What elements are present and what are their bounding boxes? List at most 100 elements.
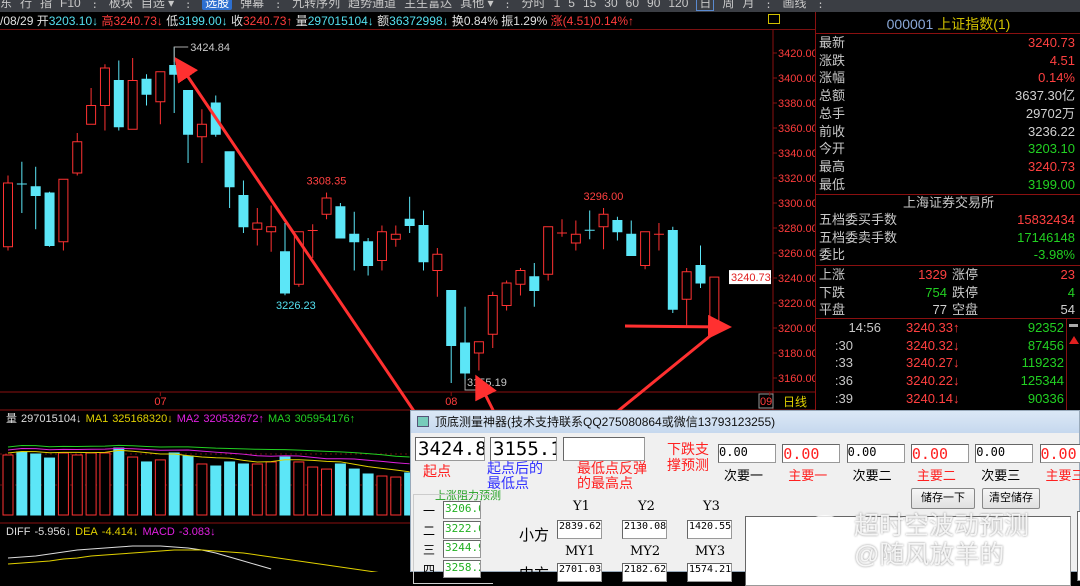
toolbar-item[interactable]: ⋮ bbox=[272, 0, 284, 10]
toolbar-item[interactable]: F10 bbox=[60, 0, 81, 10]
candle-body bbox=[364, 242, 373, 266]
volume-bar bbox=[225, 462, 235, 515]
toolbar-item[interactable]: 1 bbox=[554, 0, 561, 10]
candle-body bbox=[225, 152, 234, 187]
toolbar-item[interactable]: ⋮ bbox=[814, 0, 826, 10]
toolbar-item[interactable]: 5 bbox=[568, 0, 575, 10]
toolbar-item[interactable]: 120 bbox=[668, 0, 688, 10]
tick-time: :39 bbox=[835, 390, 853, 408]
quote-value: 3240.73 bbox=[1028, 158, 1075, 176]
resistance-input-1[interactable]: 3206.65 bbox=[443, 501, 481, 519]
toolbar-item[interactable]: 其他 ▾ bbox=[460, 0, 493, 10]
support-input-4[interactable]: 0.00 bbox=[911, 444, 969, 463]
toolbar-item[interactable]: 东 bbox=[0, 0, 12, 10]
lowest-after-start-input[interactable]: 3155.19 bbox=[490, 437, 557, 461]
candle-body bbox=[87, 106, 96, 125]
layout-toggle-icon[interactable] bbox=[768, 14, 780, 24]
candle-body bbox=[391, 234, 400, 239]
watermark-line2: @随风放羊的 bbox=[854, 541, 1004, 569]
volume-bar bbox=[280, 457, 290, 515]
close-label: 收 bbox=[231, 14, 243, 28]
support-input-3[interactable]: 0.00 bbox=[847, 444, 905, 463]
toolbar-item[interactable]: 自选 ▾ bbox=[141, 0, 174, 10]
resistance-input-4[interactable]: 3258.26 bbox=[443, 560, 481, 578]
support-input-1[interactable]: 0.00 bbox=[718, 444, 776, 463]
toolbar-item[interactable]: 画线 bbox=[782, 0, 806, 10]
toolbar-item[interactable]: ⋮ bbox=[182, 0, 194, 10]
start-point-input[interactable]: 3424.84 bbox=[415, 437, 485, 461]
rebound-high-input[interactable] bbox=[563, 437, 645, 461]
toolbar-item[interactable]: 15 bbox=[583, 0, 596, 10]
resistance-input-3[interactable]: 3244.98 bbox=[443, 540, 481, 558]
candle bbox=[516, 268, 525, 296]
toolbar-item[interactable]: 月 bbox=[742, 0, 754, 10]
candle-body bbox=[488, 296, 497, 335]
candle bbox=[17, 162, 27, 213]
toolbar-item[interactable]: 90 bbox=[647, 0, 660, 10]
candle bbox=[447, 291, 456, 384]
toolbar-item[interactable]: 弹幕 bbox=[240, 0, 264, 10]
candle-body bbox=[59, 179, 68, 242]
tick-scrollbar[interactable] bbox=[1066, 319, 1080, 412]
amount-value: 36372998↓ bbox=[389, 14, 448, 28]
candle bbox=[405, 197, 414, 233]
volume-bar bbox=[391, 477, 401, 515]
small-input-3[interactable]: 1420.55 bbox=[687, 520, 732, 539]
toolbar-item[interactable]: 九转序列 bbox=[292, 0, 340, 10]
support-input-5[interactable]: 0.00 bbox=[975, 444, 1033, 463]
mid-input-3[interactable]: 1574.21 bbox=[687, 563, 732, 582]
security-title: 000001 上证指数(1) bbox=[816, 15, 1080, 33]
support-input-6[interactable]: 0.00 bbox=[1040, 444, 1080, 463]
y-header: Y1 bbox=[573, 499, 590, 514]
candle bbox=[142, 74, 151, 105]
candle bbox=[502, 281, 511, 311]
candle bbox=[100, 64, 109, 130]
toolbar-item[interactable]: 选股 bbox=[202, 0, 232, 10]
volume-bar bbox=[266, 462, 276, 515]
toolbar-item[interactable]: ⋮ bbox=[89, 0, 101, 10]
candle bbox=[364, 238, 373, 276]
clear-storage-button[interactable]: 清空储存 bbox=[982, 488, 1040, 509]
toolbar-item[interactable]: 60 bbox=[626, 0, 639, 10]
dialog-title-bar[interactable]: 顶底测量神器(技术支持联系QQ275080864或微信13793123255) bbox=[411, 411, 1079, 433]
toolbar-item[interactable]: 周 bbox=[722, 0, 734, 10]
tick-price: 3240.22↓ bbox=[906, 372, 960, 390]
save-button[interactable]: 储存一下 bbox=[911, 488, 975, 509]
mid-input-1[interactable]: 2701.03 bbox=[557, 563, 602, 582]
pin-icon[interactable] bbox=[1069, 324, 1078, 327]
support-label-3: 次要二 bbox=[853, 465, 892, 484]
toolbar-item[interactable]: 主生富达 bbox=[404, 0, 452, 10]
small-input-1[interactable]: 2839.62 bbox=[557, 520, 602, 539]
volume-bar bbox=[31, 454, 41, 515]
y-header: Y3 bbox=[703, 499, 720, 514]
volume-bar bbox=[363, 474, 373, 515]
toolbar-item[interactable]: ⋮ bbox=[762, 0, 774, 10]
y-tick-label: 3380.00 bbox=[778, 98, 815, 110]
toolbar-item[interactable]: 板块 bbox=[109, 0, 133, 10]
toolbar-item[interactable]: 趋势通道 bbox=[348, 0, 396, 10]
toolbar-item[interactable]: 分时 bbox=[522, 0, 546, 10]
support-input-2[interactable]: 0.00 bbox=[782, 444, 840, 463]
toolbar-item[interactable]: 日 bbox=[696, 0, 714, 11]
resistance-input-2[interactable]: 3222.60 bbox=[443, 521, 481, 539]
toolbar-item[interactable]: 30 bbox=[604, 0, 617, 10]
candle-body bbox=[696, 266, 705, 284]
toolbar-item[interactable]: 指 bbox=[40, 0, 52, 10]
candle bbox=[225, 152, 234, 208]
turnover: 换0.84% bbox=[452, 14, 498, 28]
mid-input-2[interactable]: 2182.62 bbox=[622, 563, 667, 582]
toolbar-item[interactable]: 行 bbox=[20, 0, 32, 10]
small-input-2[interactable]: 2130.08 bbox=[622, 520, 667, 539]
toolbar-item[interactable]: ⋮ bbox=[502, 0, 514, 10]
y-tick-label: 3260.00 bbox=[778, 248, 815, 260]
breadth-label: 平盘 bbox=[819, 301, 845, 319]
candle bbox=[156, 72, 165, 125]
scroll-up-icon[interactable] bbox=[1069, 336, 1079, 344]
app-icon bbox=[417, 416, 429, 427]
tick-price: 3240.14↓ bbox=[906, 390, 960, 408]
wechat-icon bbox=[808, 515, 842, 539]
